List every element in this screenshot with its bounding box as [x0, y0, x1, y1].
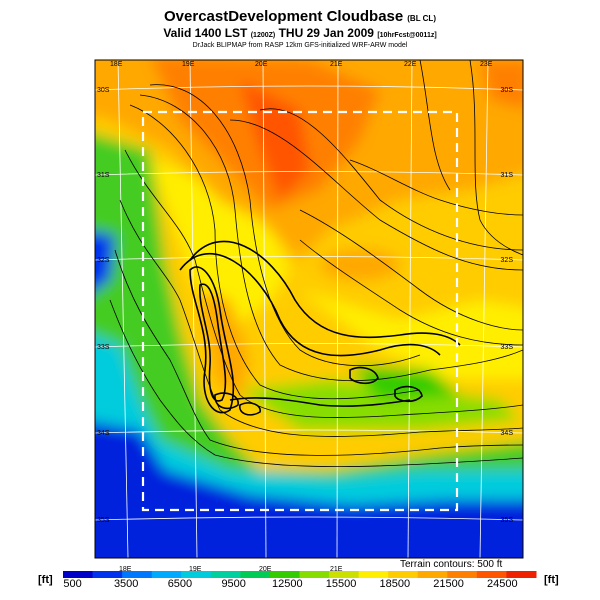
colorbar-swatch — [329, 571, 360, 578]
lat-labels-right: 30S 31S 32S 33S 34S 35S — [501, 87, 514, 524]
colorbar-swatch — [181, 571, 212, 578]
colorbar-unit-left: [ft] — [38, 574, 53, 586]
lat-label: 33S — [501, 344, 514, 351]
colorbar — [63, 571, 537, 578]
colorbar-swatch — [358, 571, 389, 578]
inner-domain-box — [141, 110, 459, 512]
lon-labels-top: 18E 19E 20E 21E 22E 23E — [110, 61, 493, 68]
colorbar-tick-label: 9500 — [221, 578, 246, 590]
colorbar-swatch — [299, 571, 330, 578]
colorbar-tick-label: 21500 — [433, 578, 464, 590]
colorbar-unit-right: [ft] — [544, 574, 559, 586]
valid-label: Valid 1400 LST — [163, 26, 248, 40]
colorbar-tick-label: 500 — [63, 578, 82, 590]
colorbar-swatch — [269, 571, 300, 578]
model-credit: DrJack BLIPMAP from RASP 12km GFS-initia… — [192, 42, 408, 49]
valid-date: THU 29 Jan 2009 — [278, 26, 374, 40]
colorbar-tick-label: 6500 — [167, 578, 193, 590]
lon-label: 22E — [404, 61, 417, 68]
colorbar-swatch — [476, 571, 507, 578]
lon-label: 21E — [330, 566, 343, 573]
colorbar-tick-label: 24500 — [487, 578, 518, 590]
lon-label: 19E — [189, 566, 202, 573]
lat-label: 35S — [97, 517, 110, 524]
colorbar-swatch — [92, 571, 123, 578]
colorbar-tick-label: 15500 — [325, 578, 357, 590]
lon-label: 23E — [480, 61, 493, 68]
graticule — [95, 60, 523, 558]
colorbar-swatch — [417, 571, 448, 578]
lat-label: 30S — [97, 87, 110, 94]
colorbar-swatch — [63, 571, 94, 578]
title-main: OvercastDevelopment Cloudbase — [164, 8, 404, 25]
colorbar-swatch — [388, 571, 419, 578]
terrain-contours-major — [179, 240, 461, 416]
title-suffix: (BL CL) — [407, 14, 436, 23]
terrain-contour-note: Terrain contours: 500 ft — [400, 559, 503, 570]
lat-label: 32S — [501, 257, 514, 264]
colorbar-swatch — [447, 571, 478, 578]
lon-labels-bottom: 18E 19E 20E 21E — [119, 566, 343, 573]
lat-label: 34S — [501, 430, 514, 437]
valid-time: Valid 1400 LST (1200Z) THU 29 Jan 2009 [… — [0, 26, 600, 40]
lon-label: 20E — [259, 566, 272, 573]
colorbar-swatch — [210, 571, 241, 578]
colorbar-tick-label: 18500 — [379, 578, 411, 590]
lon-label: 18E — [110, 61, 123, 68]
lat-label: 31S — [97, 172, 110, 179]
lon-label: 20E — [255, 61, 268, 68]
map-title: OvercastDevelopment Cloudbase (BL CL) — [0, 8, 600, 25]
lat-label: 33S — [97, 344, 110, 351]
valid-code: (1200Z) — [250, 32, 276, 39]
lon-label: 21E — [330, 61, 343, 68]
colorbar-swatch — [506, 571, 537, 578]
colorbar-tick-label: 12500 — [272, 578, 303, 590]
lon-label: 18E — [119, 566, 132, 573]
map-frame — [94, 59, 524, 559]
lat-label: 32S — [97, 257, 110, 264]
valid-suffix: [10hrFcst@0011z] — [377, 32, 437, 39]
terrain-contours — [109, 60, 523, 468]
colorbar-swatch — [240, 571, 271, 578]
lat-label: 30S — [501, 87, 514, 94]
colorbar-tick-label: 3500 — [113, 578, 139, 590]
colorbar-swatch — [122, 571, 153, 578]
lat-label: 31S — [501, 172, 514, 179]
lon-label: 19E — [182, 61, 195, 68]
lat-label: 35S — [501, 517, 514, 524]
lat-label: 34S — [97, 430, 110, 437]
lat-labels-left: 30S 31S 32S 33S 34S 35S — [97, 87, 110, 524]
cloudbase-field — [95, 60, 523, 558]
colorbar-swatch — [151, 571, 182, 578]
